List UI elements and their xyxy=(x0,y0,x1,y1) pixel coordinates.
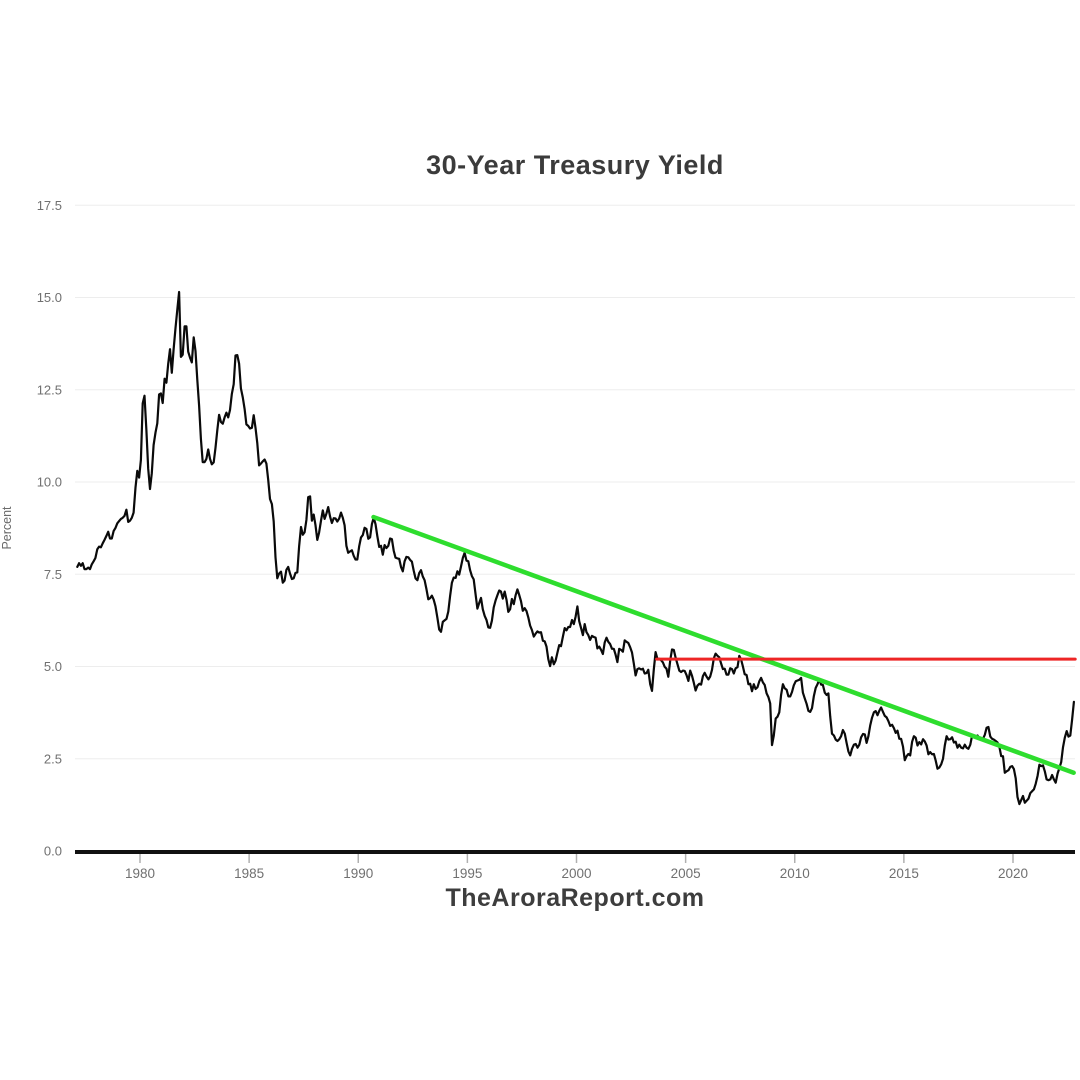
x-tick-label: 1980 xyxy=(125,866,155,881)
y-tick-label: 12.5 xyxy=(37,382,62,397)
x-tick-label: 1990 xyxy=(343,866,373,881)
y-tick-label: 10.0 xyxy=(37,475,62,490)
yield-line-series xyxy=(76,290,1075,806)
footer-watermark: TheAroraReport.com xyxy=(445,884,705,912)
y-tick-label: 5.0 xyxy=(44,659,62,674)
y-tick-label: 17.5 xyxy=(37,198,62,213)
x-tick-label: 2020 xyxy=(998,866,1028,881)
y-tick-label: 7.5 xyxy=(44,567,62,582)
x-tick-label: 1985 xyxy=(234,866,264,881)
y-tick-label: 0.0 xyxy=(44,844,62,859)
x-tick-label: 1995 xyxy=(452,866,482,881)
x-tick-label: 2015 xyxy=(889,866,919,881)
x-tick-label: 2000 xyxy=(561,866,591,881)
x-tick-label: 2005 xyxy=(671,866,701,881)
page-title: 30-Year Treasury Yield xyxy=(426,150,724,180)
x-tick-label: 2010 xyxy=(780,866,810,881)
y-tick-label: 2.5 xyxy=(44,751,62,766)
y-tick-label: 15.0 xyxy=(37,290,62,305)
green-downtrend-line xyxy=(371,514,1076,776)
